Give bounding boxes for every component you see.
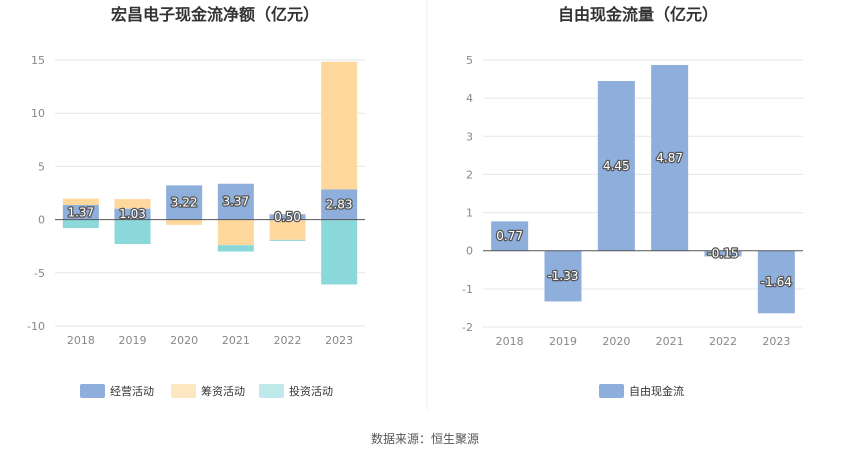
bar-free-cash-flow (491, 221, 529, 251)
x-tick-label: 2019 (549, 335, 577, 348)
x-tick-label: 2018 (67, 334, 95, 347)
bar-financing (114, 199, 151, 209)
bar-investing (321, 219, 358, 285)
data-label: -1.64 (761, 275, 792, 289)
bar-free-cash-flow (597, 80, 635, 251)
data-label: 4.87 (656, 151, 683, 165)
bar-free-cash-flow (544, 250, 582, 302)
y-tick-label: 2 (466, 168, 473, 181)
y-tick-label: 5 (466, 54, 473, 67)
bar-free-cash-flow (704, 250, 742, 257)
bar-financing (321, 61, 358, 190)
data-label: 2.83 (326, 198, 353, 212)
x-tick-label: 2023 (762, 335, 790, 348)
bar-operating (217, 183, 254, 220)
x-tick-label: 2022 (274, 334, 302, 347)
data-label: 3.22 (171, 195, 198, 209)
bar-operating (166, 185, 203, 220)
data-label: 0.77 (496, 229, 523, 243)
y-tick-label: 0 (466, 245, 473, 258)
bar-operating (321, 189, 358, 220)
x-tick-label: 2021 (656, 335, 684, 348)
legend-label: 筹资活动 (201, 384, 245, 398)
legend-label: 经营活动 (110, 384, 154, 398)
chart-title: 宏昌电子现金流净额（亿元） (111, 5, 319, 24)
data-label: 1.37 (67, 205, 94, 219)
legend-swatch (80, 384, 105, 398)
data-source: 数据来源：恒生聚源 (371, 431, 479, 446)
bar-investing (62, 219, 99, 229)
bar-financing (269, 219, 306, 240)
chart-title: 自由现金流量（亿元） (558, 5, 718, 24)
bar-operating (114, 208, 151, 220)
free-cashflow-chart: 自由现金流量（亿元） -2 -1 0 1 2 3 4 5 2018 2019 2020 2021 2022… (462, 5, 803, 398)
cashflow-chart: 宏昌电子现金流净额（亿元） -10 -5 0 5 10 15 2018 2019 2020 2021… (27, 5, 365, 398)
legend-label: 自由现金流 (629, 384, 684, 398)
y-tick-label: 10 (31, 107, 45, 120)
bar-financing (166, 219, 203, 225)
x-tick-label: 2019 (119, 334, 147, 347)
bar-free-cash-flow (651, 64, 689, 251)
y-tick-label: -2 (462, 321, 473, 334)
bar-operating (269, 214, 306, 220)
bar-financing (217, 219, 254, 246)
y-tick-label: 3 (466, 130, 473, 143)
data-label: 3.37 (222, 195, 249, 209)
bar-investing (217, 245, 254, 252)
y-tick-label: -1 (462, 283, 473, 296)
y-tick-label: 0 (38, 214, 45, 227)
x-tick-label: 2020 (602, 335, 630, 348)
y-tick-label: 5 (38, 160, 45, 173)
data-label: -0.15 (707, 247, 738, 261)
legend-swatch (259, 384, 284, 398)
x-tick-label: 2021 (222, 334, 250, 347)
legend-swatch (599, 384, 624, 398)
bar-investing (269, 239, 306, 241)
y-tick-label: -10 (27, 320, 45, 333)
data-label: 1.03 (119, 207, 146, 221)
data-label: -1.33 (547, 269, 578, 283)
y-tick-label: 1 (466, 207, 473, 220)
bar-investing (114, 219, 151, 245)
x-tick-label: 2022 (709, 335, 737, 348)
y-tick-label: 4 (466, 92, 473, 105)
data-label: 4.45 (603, 159, 630, 173)
bar-free-cash-flow (757, 250, 795, 314)
x-tick-label: 2023 (325, 334, 353, 347)
y-tick-label: -5 (34, 267, 45, 280)
legend-label: 投资活动 (289, 384, 333, 398)
x-tick-label: 2018 (496, 335, 524, 348)
bar-financing (62, 198, 99, 206)
y-tick-label: 15 (31, 54, 45, 67)
data-label: 0.50 (274, 210, 301, 224)
legend-swatch (171, 384, 196, 398)
bar-operating (62, 205, 99, 220)
x-tick-label: 2020 (170, 334, 198, 347)
